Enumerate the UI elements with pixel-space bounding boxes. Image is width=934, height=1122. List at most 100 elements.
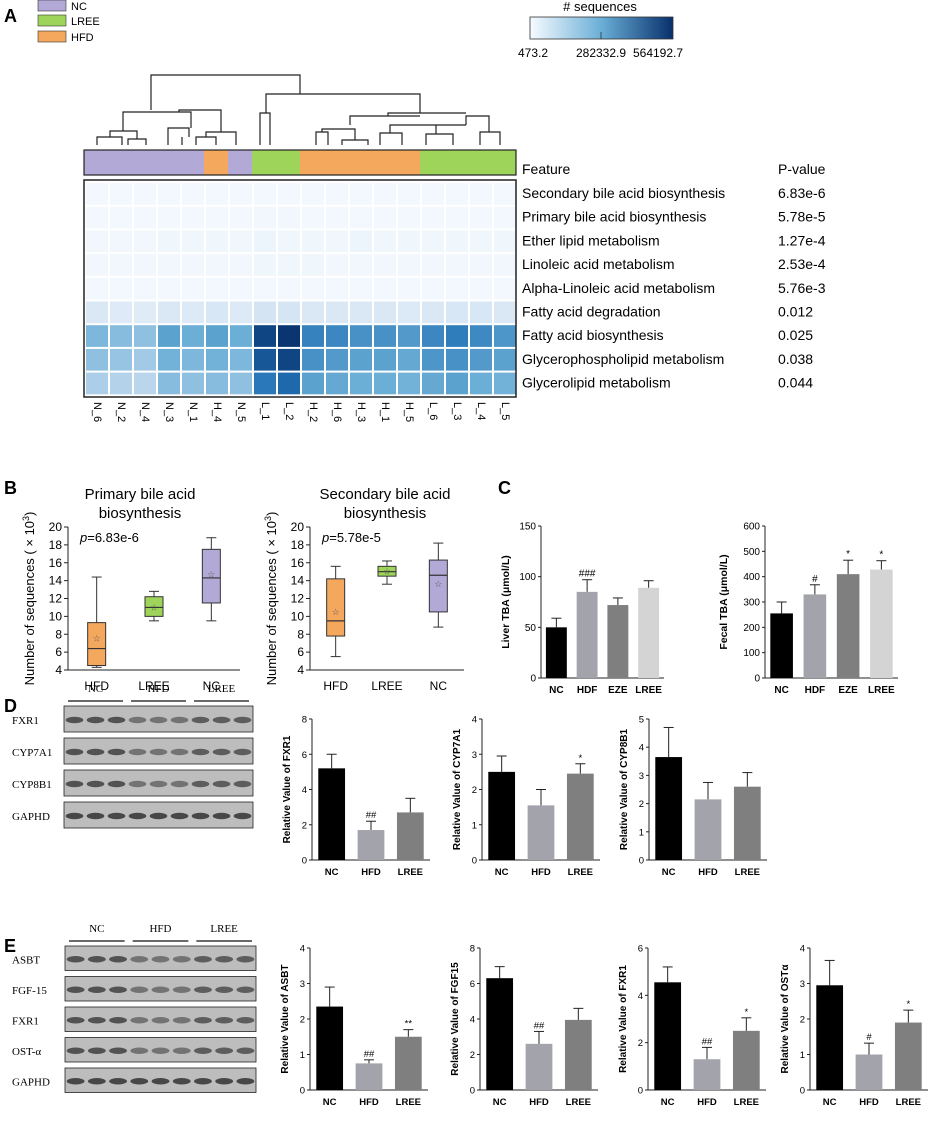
- heatmap-cell: [134, 348, 156, 371]
- y-tick-label: 3: [639, 771, 644, 782]
- blot-band: [66, 956, 85, 963]
- heatmap-cell: [422, 183, 444, 205]
- feature-label: Alpha-Linoleic acid metabolism: [522, 280, 715, 296]
- heatmap-cell: [470, 230, 492, 253]
- sample-labels: N_6 N_2 N_4 N_3 N_1 H_4 N_5 L_1 L_2 H_2 H_6 H_3 H_1 H…: [91, 402, 511, 422]
- heatmap-cell: [134, 301, 156, 324]
- heatmap-cell: [350, 254, 372, 276]
- heatmap-cell: [182, 206, 204, 229]
- bar: [693, 1059, 721, 1090]
- panel-letter-c: C: [498, 478, 511, 498]
- heatmap-cell: [494, 372, 516, 395]
- heatmap-cell: [398, 183, 420, 205]
- blot-band: [87, 986, 106, 993]
- x-tick-label: LREE: [568, 867, 593, 878]
- group-strip-cell: [468, 150, 492, 175]
- heatmap-cell: [446, 325, 468, 347]
- group-strip-cell: [156, 150, 180, 175]
- blot-band: [151, 956, 170, 963]
- blot-band: [194, 1078, 212, 1085]
- bar: [655, 757, 683, 860]
- blot-band: [170, 716, 189, 724]
- heatmap-cell: [350, 230, 372, 253]
- heatmap-cell: [206, 301, 228, 324]
- group-strip-cell: [396, 150, 420, 175]
- heatmap-cell: [86, 277, 108, 300]
- heatmap-cell: [374, 206, 396, 229]
- bar: [894, 1022, 922, 1090]
- heatmap-cell: [110, 277, 132, 300]
- heatmap-cell: [350, 348, 372, 371]
- blot-band: [194, 1047, 212, 1054]
- y-tick-label: 16: [49, 556, 63, 570]
- y-tick-label: 5: [639, 715, 644, 726]
- blot-band: [233, 748, 252, 756]
- heatmap-cell: [302, 325, 324, 347]
- x-tick-label: LREE: [138, 679, 169, 693]
- colorbar: # sequences 473.2 282332.9 564192.7: [518, 0, 683, 60]
- x-tick-label: HFD: [359, 1097, 379, 1108]
- blot-band: [130, 956, 149, 963]
- feature-pvalue: 6.83e-6: [778, 185, 826, 201]
- heatmap-cell: [422, 301, 444, 324]
- blot-band: [128, 812, 147, 820]
- heatmap-cell: [398, 277, 420, 300]
- blot-band: [236, 956, 255, 963]
- bar: [357, 830, 385, 860]
- blot-protein-label: OST-α: [12, 1046, 41, 1058]
- blot-band: [172, 1047, 191, 1054]
- blot-band: [87, 1047, 106, 1054]
- blot-band: [233, 812, 252, 820]
- x-tick-label: LREE: [868, 685, 895, 696]
- heatmap-cell: [86, 372, 108, 395]
- y-tick-label: 0: [530, 674, 536, 685]
- y-tick-label: 0: [639, 856, 644, 867]
- y-tick-label: 0: [472, 856, 477, 867]
- blot-band: [172, 986, 191, 993]
- blot-group-label: LREE: [208, 683, 236, 695]
- blot-band: [87, 1078, 106, 1085]
- heatmap-cell: [86, 230, 108, 253]
- legend-label-nc: NC: [71, 1, 87, 13]
- bar-chart-e-asbt: 0 1 2 3 4 Relative Value of ASBT NC ## HFD ** LREE: [280, 944, 428, 1108]
- y-tick-label: 4: [639, 743, 644, 754]
- y-axis-label-close: ): [22, 512, 37, 516]
- pvalue-p: p: [79, 530, 87, 545]
- x-tick-label: LREE: [735, 867, 760, 878]
- heatmap-cell: [374, 254, 396, 276]
- heatmap-cell: [374, 301, 396, 324]
- heatmap-cell: [110, 206, 132, 229]
- y-tick-label: 4: [297, 663, 304, 677]
- sample-label: H_6: [331, 402, 343, 422]
- x-tick-label: HFD: [84, 679, 109, 693]
- heatmap-cell: [446, 372, 468, 395]
- heatmap-cell: [254, 206, 276, 229]
- sample-label: H_3: [355, 402, 367, 422]
- significance-label: #: [812, 574, 818, 585]
- x-tick-label: NC: [662, 867, 676, 878]
- feature-label: Secondary bile acid biosynthesis: [522, 185, 725, 201]
- blot-band: [233, 780, 252, 788]
- bar: [525, 1043, 553, 1090]
- group-strip-cell: [372, 150, 396, 175]
- chart-title: biosynthesis: [99, 505, 182, 522]
- heatmap-cell: [134, 183, 156, 205]
- heatmap-cell: [470, 301, 492, 324]
- feature-label: Glycerolipid metabolism: [522, 375, 671, 391]
- heatmap-cell: [470, 254, 492, 276]
- box-rect: [87, 622, 107, 667]
- heatmap-cell: [398, 301, 420, 324]
- significance-label: ###: [579, 569, 596, 580]
- y-tick-label: 600: [743, 522, 760, 533]
- sample-label: H_2: [307, 402, 319, 422]
- y-tick-label: 4: [472, 715, 477, 726]
- significance-label: *: [744, 1007, 748, 1018]
- y-tick-label: 20: [49, 520, 63, 534]
- sample-label: L_3: [451, 402, 463, 420]
- y-axis-label: Liver TBA (μmol/L): [500, 555, 512, 649]
- feature-pvalue: 0.025: [778, 327, 813, 343]
- heatmap-cell: [494, 277, 516, 300]
- heatmap-cell: [206, 183, 228, 205]
- sample-label: L_5: [499, 402, 511, 420]
- blot-protein-label: FXR1: [12, 715, 39, 727]
